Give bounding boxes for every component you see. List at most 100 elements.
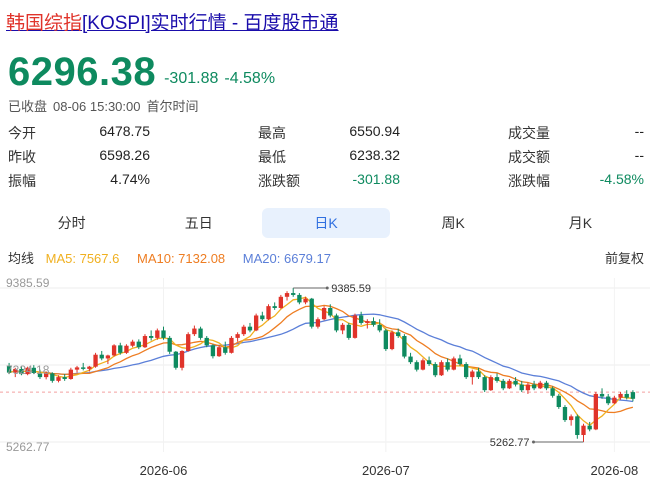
candle-body <box>426 360 432 365</box>
stat-value-prev-close: 6598.26 <box>99 147 150 163</box>
ma-label: 均线 <box>8 251 35 266</box>
candle-body <box>525 384 531 391</box>
ma5-value: MA5: 7567.6 <box>45 251 120 266</box>
candle-body <box>439 362 444 376</box>
candle-body <box>513 380 518 385</box>
stat-value-turnover: -- <box>634 147 644 163</box>
y-axis-label: 5262.77 <box>6 440 50 454</box>
candle-body <box>358 315 364 323</box>
candle-body <box>241 326 246 335</box>
candle-body <box>383 330 389 350</box>
candle-body <box>593 393 599 430</box>
candle-body <box>223 347 228 353</box>
stat-label-low: 最低 <box>258 149 286 165</box>
candle-body <box>130 341 135 346</box>
stat-value-change-pct: -4.58% <box>599 171 644 187</box>
candle-body <box>93 354 98 367</box>
candle-body <box>550 388 555 396</box>
candle-body <box>297 294 302 303</box>
stat-label-high: 最高 <box>258 125 286 141</box>
candle-body <box>507 380 512 389</box>
stat-label-turnover: 成交额 <box>508 149 550 165</box>
candle-body <box>216 347 222 357</box>
candle-body <box>408 356 413 363</box>
stat-label-change-amount: 涨跌额 <box>258 173 300 189</box>
candle-body <box>346 324 351 338</box>
candle-body <box>457 358 463 365</box>
change-percent: -4.58% <box>224 70 276 87</box>
candle-body <box>37 373 43 378</box>
stats-row: 昨收 6598.26 最低 6238.32 成交额 -- <box>8 147 644 171</box>
tab-monthly-k[interactable]: 月K <box>568 215 593 231</box>
candle-body <box>291 293 296 295</box>
candle-body <box>142 336 148 348</box>
candle-body <box>340 324 345 331</box>
candle-body <box>445 362 450 370</box>
candle-body <box>414 362 419 370</box>
candle-body <box>420 360 426 370</box>
candle-body <box>606 396 611 404</box>
candle-body <box>19 368 24 375</box>
price-row: 6296.38 -301.88 -4.58% <box>8 48 275 94</box>
candle-body <box>204 337 209 346</box>
candle-body <box>531 384 537 389</box>
candle-body <box>463 364 469 378</box>
candle-body <box>321 308 327 320</box>
min-annotation-label: 5262.77 <box>490 437 530 449</box>
x-axis-label: 2026-07 <box>362 463 410 478</box>
candle-body <box>186 334 191 351</box>
ma20-value: MA20: 6679.17 <box>242 251 331 266</box>
stat-value-amplitude: 4.74% <box>110 171 150 187</box>
stat-value-high: 6550.94 <box>349 123 400 139</box>
candle-body <box>31 367 36 374</box>
candle-body <box>229 337 234 353</box>
candle-body <box>371 321 376 325</box>
candle-body <box>482 377 487 391</box>
y-axis-label: 9385.59 <box>6 276 50 290</box>
candle-body <box>568 416 574 421</box>
chart-period-tabs: 分时 五日 日K 周K 月K <box>8 208 644 238</box>
max-annotation-label: 9385.59 <box>331 283 371 295</box>
candle-body <box>284 293 290 297</box>
candle-body <box>470 371 475 378</box>
candle-body <box>167 337 172 352</box>
candle-body <box>173 351 179 368</box>
candle-body <box>68 369 74 379</box>
status-time: 08-06 15:30:00 <box>53 99 141 114</box>
stat-value-open: 6478.75 <box>99 123 150 139</box>
candle-body <box>74 367 80 370</box>
candle-body <box>612 397 617 404</box>
candle-body <box>501 380 506 389</box>
candle-body <box>562 406 568 421</box>
tab-weekly-k[interactable]: 周K <box>441 215 465 231</box>
candle-body <box>488 377 494 391</box>
tab-intraday[interactable]: 分时 <box>57 215 86 231</box>
x-axis-label: 2026-06 <box>140 463 188 478</box>
candle-body <box>111 345 117 356</box>
candle-body <box>210 345 216 357</box>
stat-label-open: 今开 <box>8 125 36 141</box>
candle-body <box>544 382 549 389</box>
candle-body <box>253 315 259 331</box>
stat-label-change-pct: 涨跌幅 <box>508 173 550 189</box>
candle-body <box>278 296 284 309</box>
candle-body <box>6 365 12 373</box>
tab-five-day[interactable]: 五日 <box>184 215 213 231</box>
candle-body <box>303 298 308 303</box>
stat-label-amplitude: 振幅 <box>8 173 36 189</box>
candle-body <box>13 368 18 373</box>
candle-body <box>198 328 203 338</box>
candle-body <box>389 332 395 350</box>
candle-body <box>155 330 160 338</box>
tab-daily-k[interactable]: 日K <box>262 208 390 238</box>
status-timezone: 首尔时间 <box>146 99 199 114</box>
status-text: 已收盘 <box>8 99 48 114</box>
current-price: 6296.38 <box>8 50 157 94</box>
adjust-mode-toggle[interactable]: 前复权 <box>604 251 644 266</box>
page-title-link[interactable]: 韩国综指[KOSPI]实时行情 - 百度股市通 <box>6 8 339 35</box>
candlestick-chart[interactable]: 9385.59 7324.18 5262.77 9385.59 5262.77 2026-… <box>0 270 650 495</box>
max-marker-dot <box>325 286 329 290</box>
price-change: -301.88 -4.58% <box>164 70 275 88</box>
ma10-line <box>8 304 634 414</box>
candle-body <box>476 371 481 378</box>
